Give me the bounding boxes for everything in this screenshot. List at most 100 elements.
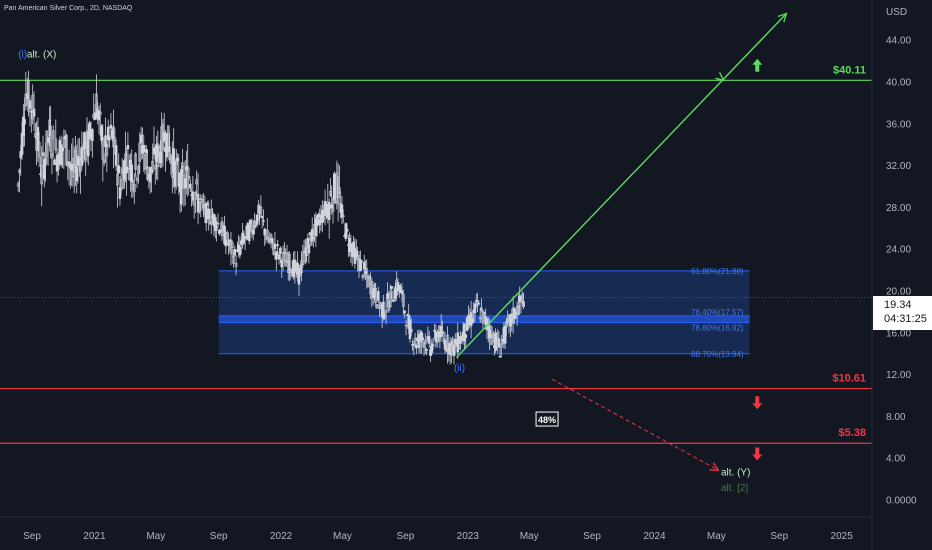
candle-body bbox=[134, 153, 137, 170]
candle-body bbox=[498, 355, 502, 358]
last-price-box: 19.34 04:31:25 bbox=[873, 296, 932, 330]
x-tick-label: May bbox=[520, 531, 539, 542]
time-axis-panel bbox=[0, 517, 872, 550]
x-tick-label: 2021 bbox=[83, 531, 106, 542]
level-price-label: $40.11 bbox=[833, 64, 866, 76]
candle-body bbox=[312, 236, 315, 240]
candle-body bbox=[473, 303, 477, 314]
candle-body bbox=[243, 236, 247, 239]
candle-body bbox=[365, 268, 369, 277]
x-tick-label: Sep bbox=[396, 531, 414, 542]
candle-body bbox=[379, 302, 383, 305]
trend-lines-layer bbox=[456, 12, 788, 471]
x-tick-label: 2023 bbox=[457, 531, 480, 542]
candle-body bbox=[251, 229, 255, 235]
candle-body bbox=[452, 344, 456, 357]
candle-body bbox=[189, 183, 192, 189]
candle-body bbox=[321, 209, 324, 223]
candle-body bbox=[477, 303, 481, 305]
candle-body bbox=[425, 349, 428, 351]
candle-body bbox=[130, 164, 134, 182]
candle-body bbox=[386, 293, 389, 299]
candle-body bbox=[51, 130, 55, 139]
candle-body bbox=[233, 248, 237, 256]
candle-body bbox=[247, 225, 251, 242]
down-arrow-icon bbox=[752, 447, 763, 461]
candle-body bbox=[260, 216, 264, 218]
trend-arrowhead bbox=[777, 12, 788, 23]
x-tick-label: Sep bbox=[770, 531, 788, 542]
candle-body bbox=[232, 256, 235, 264]
candle-body bbox=[360, 260, 363, 263]
candle-body bbox=[308, 232, 312, 236]
projection-trend-line bbox=[456, 13, 787, 358]
candle-body bbox=[148, 166, 152, 183]
wave-label: (i) bbox=[18, 49, 27, 60]
candle-body bbox=[323, 200, 327, 216]
candle-body bbox=[409, 328, 413, 333]
y-tick-label: 32.00 bbox=[886, 161, 911, 172]
candle-body bbox=[191, 191, 195, 201]
candle-body bbox=[126, 144, 130, 150]
candle-body bbox=[403, 310, 406, 313]
candle-body bbox=[123, 160, 126, 181]
candle-body bbox=[23, 119, 26, 125]
x-tick-label: May bbox=[333, 531, 352, 542]
candle-body bbox=[183, 178, 187, 189]
candle-body bbox=[162, 131, 166, 142]
candle-body bbox=[204, 203, 208, 224]
candle-body bbox=[37, 141, 41, 158]
candle-body bbox=[227, 242, 230, 246]
candle-body bbox=[132, 184, 136, 193]
wave-label: alt. (X) bbox=[27, 49, 56, 60]
candle-body bbox=[139, 134, 143, 144]
y-tick-label: 36.00 bbox=[886, 119, 911, 130]
candle-body bbox=[345, 229, 349, 232]
candle-body bbox=[382, 301, 385, 319]
candle-body bbox=[390, 285, 393, 289]
trend-arrowhead bbox=[709, 462, 720, 471]
x-tick-label: Sep bbox=[210, 531, 228, 542]
candle-body bbox=[413, 337, 417, 345]
candle-body bbox=[354, 250, 358, 256]
projection-dashed-line bbox=[551, 378, 719, 471]
level-price-label: $10.61 bbox=[832, 373, 866, 385]
candle-body bbox=[277, 254, 281, 260]
candle-body bbox=[176, 157, 179, 162]
candle-body bbox=[91, 129, 94, 141]
y-tick-label: 16.00 bbox=[886, 328, 911, 339]
candle-body bbox=[41, 152, 45, 156]
candle-body bbox=[168, 146, 171, 160]
candle-body bbox=[174, 162, 178, 173]
candle-body bbox=[75, 166, 79, 181]
candle-body bbox=[480, 307, 483, 312]
candle-body bbox=[28, 100, 32, 109]
candle-body bbox=[279, 247, 282, 254]
candle-body bbox=[165, 132, 169, 158]
candle-body bbox=[463, 323, 466, 342]
candle-body bbox=[376, 290, 380, 301]
candle-body bbox=[114, 145, 118, 166]
candle-body bbox=[317, 214, 320, 218]
labels-layer: (i) alt. (X) (ii) alt. (Y) alt. [2] 48% bbox=[18, 49, 750, 494]
wave-label: alt. [2] bbox=[721, 483, 748, 494]
candle-body bbox=[142, 144, 146, 153]
percent-annotation-label: 48% bbox=[538, 415, 556, 425]
fib-level-label: 88.70%(13.94) bbox=[691, 350, 744, 359]
wave-label: (ii) bbox=[454, 363, 465, 374]
y-tick-label: 12.00 bbox=[886, 370, 911, 381]
x-tick-label: 2025 bbox=[831, 531, 854, 542]
last-price: 19.34 bbox=[884, 299, 912, 311]
y-tick-label: 4.00 bbox=[886, 454, 906, 465]
candle-body bbox=[464, 334, 468, 338]
candle-body bbox=[327, 201, 331, 220]
candle-body bbox=[230, 242, 234, 249]
x-tick-label: Sep bbox=[23, 531, 41, 542]
candle-body bbox=[238, 247, 242, 256]
y-tick-label: 0.0000 bbox=[886, 495, 917, 506]
candle-body bbox=[471, 318, 474, 324]
y-tick-label: 44.00 bbox=[886, 36, 911, 47]
candle-body bbox=[104, 135, 107, 148]
